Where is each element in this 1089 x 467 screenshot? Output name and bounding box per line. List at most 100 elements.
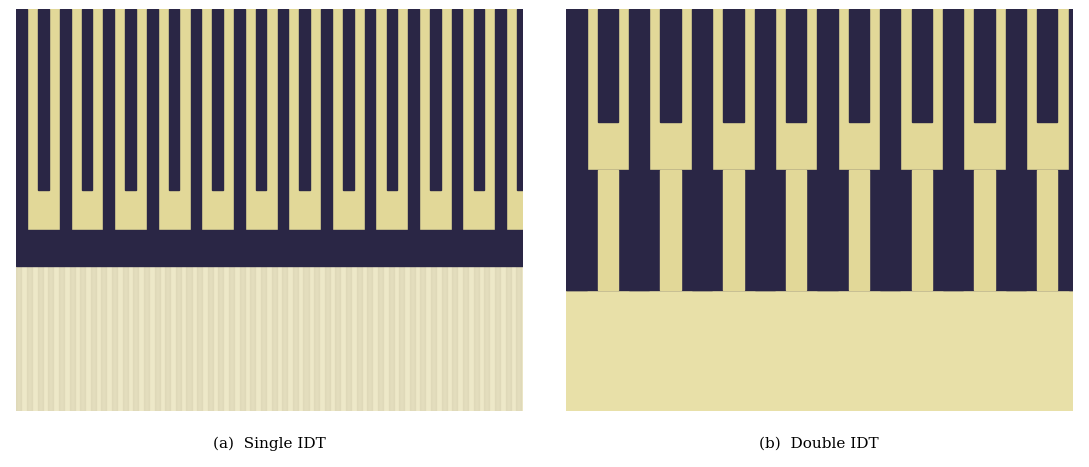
Bar (474, 9, 485, 190)
Bar (169, 242, 180, 261)
Bar (240, 266, 245, 411)
Bar (261, 266, 266, 411)
Bar (516, 266, 522, 411)
Bar (16, 230, 523, 266)
Bar (293, 266, 298, 411)
Bar (346, 266, 351, 411)
Bar (147, 9, 158, 234)
Bar (365, 9, 376, 234)
Bar (692, 170, 712, 290)
Bar (880, 9, 901, 170)
Bar (16, 266, 523, 411)
Bar (282, 266, 287, 411)
Bar (474, 266, 479, 411)
Bar (943, 9, 964, 170)
Bar (70, 266, 74, 411)
Bar (278, 9, 289, 234)
Bar (566, 290, 1073, 411)
Bar (848, 9, 869, 122)
Bar (271, 266, 277, 411)
Bar (408, 9, 419, 234)
Bar (755, 9, 775, 170)
Bar (818, 9, 837, 170)
Bar (60, 9, 71, 234)
Bar (234, 9, 245, 234)
Bar (169, 9, 180, 190)
Bar (517, 242, 523, 261)
Bar (400, 266, 404, 411)
Bar (1037, 9, 1057, 122)
Bar (517, 9, 523, 190)
Bar (335, 266, 341, 411)
Bar (175, 266, 181, 411)
Bar (1037, 170, 1057, 290)
Bar (256, 242, 267, 261)
Bar (1006, 170, 1026, 290)
Bar (256, 9, 267, 190)
Bar (1006, 9, 1026, 170)
Bar (144, 266, 149, 411)
Bar (59, 266, 64, 411)
Bar (325, 266, 330, 411)
Bar (495, 9, 506, 234)
Bar (125, 242, 136, 261)
Bar (38, 9, 49, 190)
Bar (314, 266, 319, 411)
Bar (38, 266, 42, 411)
Bar (166, 266, 170, 411)
Bar (125, 9, 136, 190)
Bar (16, 9, 27, 234)
Bar (81, 266, 85, 411)
Bar (566, 170, 1073, 290)
Bar (818, 170, 837, 290)
Bar (786, 170, 806, 290)
Bar (219, 266, 223, 411)
Bar (723, 9, 744, 122)
Bar (474, 242, 485, 261)
Bar (48, 266, 53, 411)
Bar (212, 242, 223, 261)
Bar (431, 266, 436, 411)
Bar (299, 9, 310, 190)
Bar (191, 9, 201, 234)
Bar (387, 9, 397, 190)
Bar (786, 9, 806, 122)
Bar (250, 266, 255, 411)
Bar (755, 170, 775, 290)
Bar (356, 266, 362, 411)
Bar (629, 9, 649, 170)
Bar (82, 9, 93, 190)
Bar (90, 266, 96, 411)
Text: (b)  Double IDT: (b) Double IDT (759, 437, 879, 451)
Bar (452, 266, 457, 411)
Bar (911, 9, 932, 122)
Bar (660, 170, 681, 290)
Bar (101, 266, 107, 411)
Bar (943, 170, 964, 290)
Bar (485, 266, 489, 411)
Bar (378, 266, 383, 411)
Bar (598, 9, 617, 122)
Bar (463, 266, 468, 411)
Bar (723, 170, 744, 290)
Bar (1068, 9, 1073, 170)
Bar (420, 266, 426, 411)
Bar (155, 266, 160, 411)
Bar (321, 9, 332, 234)
Bar (343, 9, 354, 190)
Bar (442, 266, 446, 411)
Bar (660, 9, 681, 122)
Bar (566, 170, 587, 290)
Bar (186, 266, 192, 411)
Bar (367, 266, 372, 411)
Bar (692, 9, 712, 170)
Bar (598, 170, 617, 290)
Bar (848, 170, 869, 290)
Bar (409, 266, 415, 411)
Bar (112, 266, 118, 411)
Bar (208, 266, 212, 411)
Bar (197, 266, 203, 411)
Bar (880, 170, 901, 290)
Text: (a)  Single IDT: (a) Single IDT (212, 437, 326, 451)
Bar (911, 170, 932, 290)
